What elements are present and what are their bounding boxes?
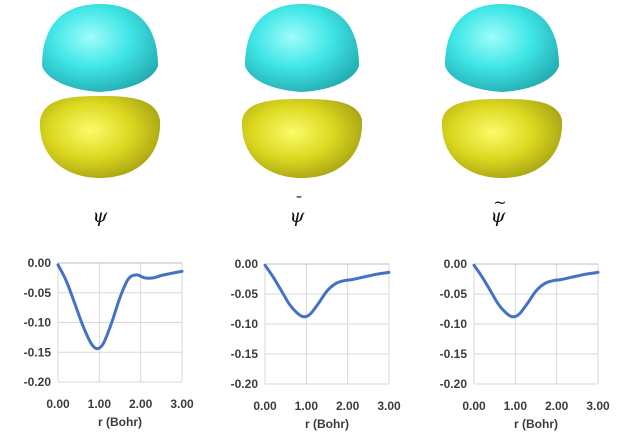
chart-panel: 0.00 -0.05 -0.10 -0.15 -0.20 0.00 1.00 2.00 3.00… [440, 257, 610, 431]
y-tick-label: 0.00 [28, 256, 52, 270]
series-line [263, 263, 391, 319]
x-tick-label: 2.00 [129, 397, 153, 411]
y-tick-label: 0.00 [235, 257, 259, 271]
wavefunction-symbol: ψ [290, 205, 306, 227]
orbital-isosurface-icon [441, 4, 563, 178]
series-line [472, 263, 600, 319]
chart-panel: 0.00 -0.05 -0.10 -0.15 -0.20 0.00 1.00 2.00 3.00… [24, 256, 194, 429]
symbol-accent: ¯ [295, 193, 303, 212]
y-tick-label: -0.15 [24, 345, 52, 359]
positive-lobe [42, 4, 158, 92]
y-tick-label: -0.05 [440, 287, 468, 301]
x-tick-label: 1.00 [295, 399, 319, 413]
negative-lobe [441, 99, 563, 178]
negative-lobe [241, 99, 363, 178]
y-tick-label: -0.20 [440, 377, 468, 391]
y-tick-label: -0.20 [231, 377, 259, 391]
orbital-isosurface-icon [241, 4, 363, 178]
orbital-isosurface-icon [39, 4, 161, 178]
x-axis-label: r (Bohr) [98, 415, 142, 429]
y-tick-label: -0.15 [231, 347, 259, 361]
x-tick-label: 1.00 [504, 399, 528, 413]
x-tick-label: 0.00 [46, 397, 70, 411]
y-tick-label: -0.10 [440, 317, 468, 331]
wavefunction-symbol: ψ [491, 205, 507, 227]
x-tick-label: 3.00 [377, 399, 401, 413]
x-tick-label: 2.00 [336, 399, 360, 413]
x-tick-label: 2.00 [545, 399, 569, 413]
x-tick-label: 0.00 [462, 399, 486, 413]
positive-lobe [245, 4, 359, 92]
x-tick-label: 3.00 [170, 397, 194, 411]
y-tick-label: -0.05 [231, 287, 259, 301]
symbol-accent: ~ [493, 193, 506, 212]
y-tick-label: -0.05 [24, 286, 52, 300]
x-tick-label: 0.00 [253, 399, 277, 413]
x-tick-label: 3.00 [586, 399, 610, 413]
y-tick-label: -0.10 [231, 317, 259, 331]
y-tick-label: -0.15 [440, 347, 468, 361]
y-tick-label: 0.00 [444, 257, 468, 271]
series-line [56, 263, 184, 351]
negative-lobe [39, 96, 161, 178]
x-axis-label: r (Bohr) [514, 417, 558, 431]
wavefunction-symbol: ψ [93, 205, 109, 227]
x-axis-label: r (Bohr) [305, 417, 349, 431]
x-tick-label: 1.00 [88, 397, 112, 411]
y-tick-label: -0.10 [24, 316, 52, 330]
positive-lobe [445, 4, 559, 92]
chart-panel: 0.00 -0.05 -0.10 -0.15 -0.20 0.00 1.00 2.00 3.00… [231, 257, 401, 431]
y-tick-label: -0.20 [24, 375, 52, 389]
